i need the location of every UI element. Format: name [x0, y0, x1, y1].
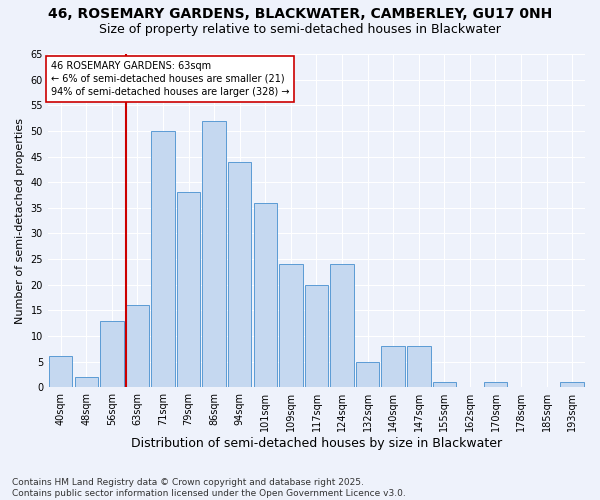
Bar — [382, 346, 405, 387]
Bar — [125, 305, 149, 387]
Bar — [484, 382, 507, 387]
Bar — [151, 131, 175, 387]
Bar — [356, 362, 379, 387]
Text: Size of property relative to semi-detached houses in Blackwater: Size of property relative to semi-detach… — [99, 22, 501, 36]
Bar — [254, 202, 277, 387]
Bar — [433, 382, 456, 387]
Bar — [305, 284, 328, 387]
Bar — [202, 120, 226, 387]
Bar — [49, 356, 73, 387]
Y-axis label: Number of semi-detached properties: Number of semi-detached properties — [15, 118, 25, 324]
Bar — [279, 264, 302, 387]
X-axis label: Distribution of semi-detached houses by size in Blackwater: Distribution of semi-detached houses by … — [131, 437, 502, 450]
Bar — [330, 264, 354, 387]
Bar — [407, 346, 431, 387]
Text: Contains HM Land Registry data © Crown copyright and database right 2025.
Contai: Contains HM Land Registry data © Crown c… — [12, 478, 406, 498]
Bar — [560, 382, 584, 387]
Text: 46, ROSEMARY GARDENS, BLACKWATER, CAMBERLEY, GU17 0NH: 46, ROSEMARY GARDENS, BLACKWATER, CAMBER… — [48, 8, 552, 22]
Bar — [177, 192, 200, 387]
Text: 46 ROSEMARY GARDENS: 63sqm
← 6% of semi-detached houses are smaller (21)
94% of : 46 ROSEMARY GARDENS: 63sqm ← 6% of semi-… — [50, 60, 289, 97]
Bar — [74, 377, 98, 387]
Bar — [228, 162, 251, 387]
Bar — [100, 320, 124, 387]
